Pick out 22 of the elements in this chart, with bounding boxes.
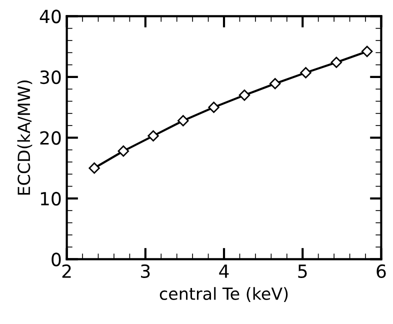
y-axis-title: ECCD(kA/MW): [17, 80, 32, 195]
point: [361, 46, 373, 58]
y-tick-label: 20: [40, 131, 61, 145]
y-tick-label: 40: [40, 10, 61, 24]
y-tick-label: 0: [52, 252, 61, 266]
x-tick-label: 4: [219, 264, 229, 278]
point: [148, 130, 159, 142]
y-tick-label: 10: [40, 192, 61, 206]
point: [178, 115, 189, 126]
x-tick-label: 3: [141, 264, 150, 278]
point: [208, 102, 220, 113]
x-tick-label: 2: [62, 264, 71, 278]
point: [88, 162, 100, 174]
x-tick-label: 5: [298, 264, 307, 278]
point: [118, 145, 130, 157]
x-tick-label: 6: [376, 264, 386, 278]
x-axis-title: central Te (keV): [160, 287, 288, 302]
point: [269, 78, 281, 90]
point: [238, 90, 250, 101]
y-tick-label: 30: [40, 70, 61, 84]
point: [330, 56, 342, 68]
point: [300, 67, 312, 78]
